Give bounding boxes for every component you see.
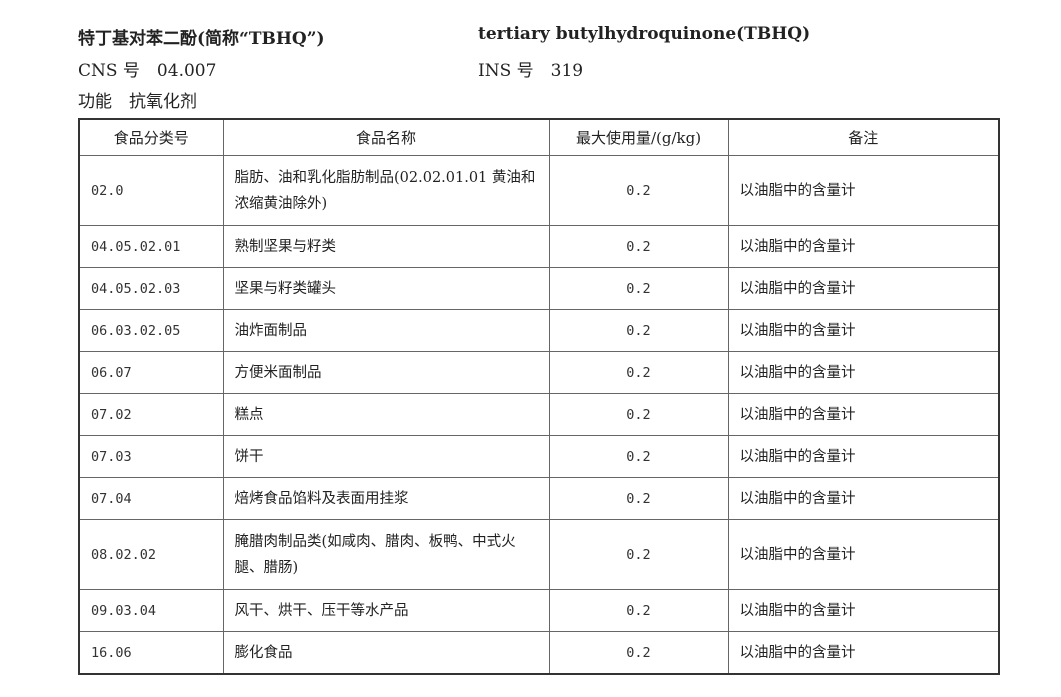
- max-usage: 0.2: [548, 309, 729, 352]
- max-usage: 0.2: [548, 351, 729, 394]
- food-name: 熟制坚果与籽类: [222, 225, 550, 268]
- food-category-code: 09.03.04: [78, 589, 224, 632]
- table-row: 09.03.04 风干、烘干、压干等水产品 0.2 以油脂中的含量计: [78, 589, 1000, 632]
- max-usage: 0.2: [548, 393, 729, 436]
- table-row: 06.03.02.05 油炸面制品 0.2 以油脂中的含量计: [78, 309, 1000, 352]
- column-header: 食品分类号: [78, 118, 224, 156]
- column-header: 食品名称: [222, 118, 550, 156]
- column-header: 备注: [727, 118, 1000, 156]
- food-name: 膨化食品: [222, 631, 550, 675]
- food-name: 腌腊肉制品类(如咸肉、腊肉、板鸭、中式火腿、腊肠): [222, 519, 550, 590]
- food-name: 油炸面制品: [222, 309, 550, 352]
- max-usage: 0.2: [548, 477, 729, 520]
- table-row: 16.06 膨化食品 0.2 以油脂中的含量计: [78, 631, 1000, 675]
- remark: 以油脂中的含量计: [727, 435, 1000, 478]
- food-name: 糕点: [222, 393, 550, 436]
- food-category-code: 06.07: [78, 351, 224, 394]
- food-category-code: 04.05.02.01: [78, 225, 224, 268]
- ins-number: INS 号 319: [478, 61, 584, 81]
- food-category-code: 07.03: [78, 435, 224, 478]
- table-row: 04.05.02.01 熟制坚果与籽类 0.2 以油脂中的含量计: [78, 225, 1000, 268]
- remark: 以油脂中的含量计: [727, 477, 1000, 520]
- usage-table: 食品分类号 食品名称 最大使用量/(g/kg) 备注 02.0 脂肪、油和乳化脂肪…: [78, 118, 1000, 675]
- max-usage: 0.2: [548, 435, 729, 478]
- remark: 以油脂中的含量计: [727, 393, 1000, 436]
- food-category-code: 08.02.02: [78, 519, 224, 590]
- additive-name-cn: 特丁基对苯二酚(简称“TBHQ”): [78, 29, 325, 49]
- column-header: 最大使用量/(g/kg): [548, 118, 729, 156]
- food-category-code: 07.04: [78, 477, 224, 520]
- table-row: 06.07 方便米面制品 0.2 以油脂中的含量计: [78, 351, 1000, 394]
- max-usage: 0.2: [548, 631, 729, 675]
- food-name: 脂肪、油和乳化脂肪制品(02.02.01.01 黄油和浓缩黄油除外): [222, 155, 550, 226]
- table-row: 07.02 糕点 0.2 以油脂中的含量计: [78, 393, 1000, 436]
- table-row: 08.02.02 腌腊肉制品类(如咸肉、腊肉、板鸭、中式火腿、腊肠) 0.2 以油脂中…: [78, 519, 1000, 590]
- food-category-code: 02.0: [78, 155, 224, 226]
- cns-number: CNS 号 04.007: [78, 61, 217, 81]
- additive-name-en: tertiary butylhydroquinone(TBHQ): [478, 24, 811, 44]
- table-header: 食品分类号 食品名称 最大使用量/(g/kg) 备注: [78, 118, 1000, 156]
- food-name: 坚果与籽类罐头: [222, 267, 550, 310]
- remark: 以油脂中的含量计: [727, 519, 1000, 590]
- max-usage: 0.2: [548, 225, 729, 268]
- table-row: 02.0 脂肪、油和乳化脂肪制品(02.02.01.01 黄油和浓缩黄油除外) 0.…: [78, 155, 1000, 226]
- food-category-code: 07.02: [78, 393, 224, 436]
- remark: 以油脂中的含量计: [727, 267, 1000, 310]
- food-name: 饼干: [222, 435, 550, 478]
- remark: 以油脂中的含量计: [727, 631, 1000, 675]
- food-category-code: 16.06: [78, 631, 224, 675]
- table-row: 07.03 饼干 0.2 以油脂中的含量计: [78, 435, 1000, 478]
- remark: 以油脂中的含量计: [727, 225, 1000, 268]
- remark: 以油脂中的含量计: [727, 589, 1000, 632]
- food-category-code: 04.05.02.03: [78, 267, 224, 310]
- food-name: 风干、烘干、压干等水产品: [222, 589, 550, 632]
- max-usage: 0.2: [548, 267, 729, 310]
- table-row: 04.05.02.03 坚果与籽类罐头 0.2 以油脂中的含量计: [78, 267, 1000, 310]
- food-name: 方便米面制品: [222, 351, 550, 394]
- remark: 以油脂中的含量计: [727, 155, 1000, 226]
- max-usage: 0.2: [548, 519, 729, 590]
- max-usage: 0.2: [548, 155, 729, 226]
- food-name: 焙烤食品馅料及表面用挂浆: [222, 477, 550, 520]
- table-row: 07.04 焙烤食品馅料及表面用挂浆 0.2 以油脂中的含量计: [78, 477, 1000, 520]
- food-category-code: 06.03.02.05: [78, 309, 224, 352]
- max-usage: 0.2: [548, 589, 729, 632]
- function: 功能 抗氧化剂: [78, 92, 197, 112]
- remark: 以油脂中的含量计: [727, 309, 1000, 352]
- remark: 以油脂中的含量计: [727, 351, 1000, 394]
